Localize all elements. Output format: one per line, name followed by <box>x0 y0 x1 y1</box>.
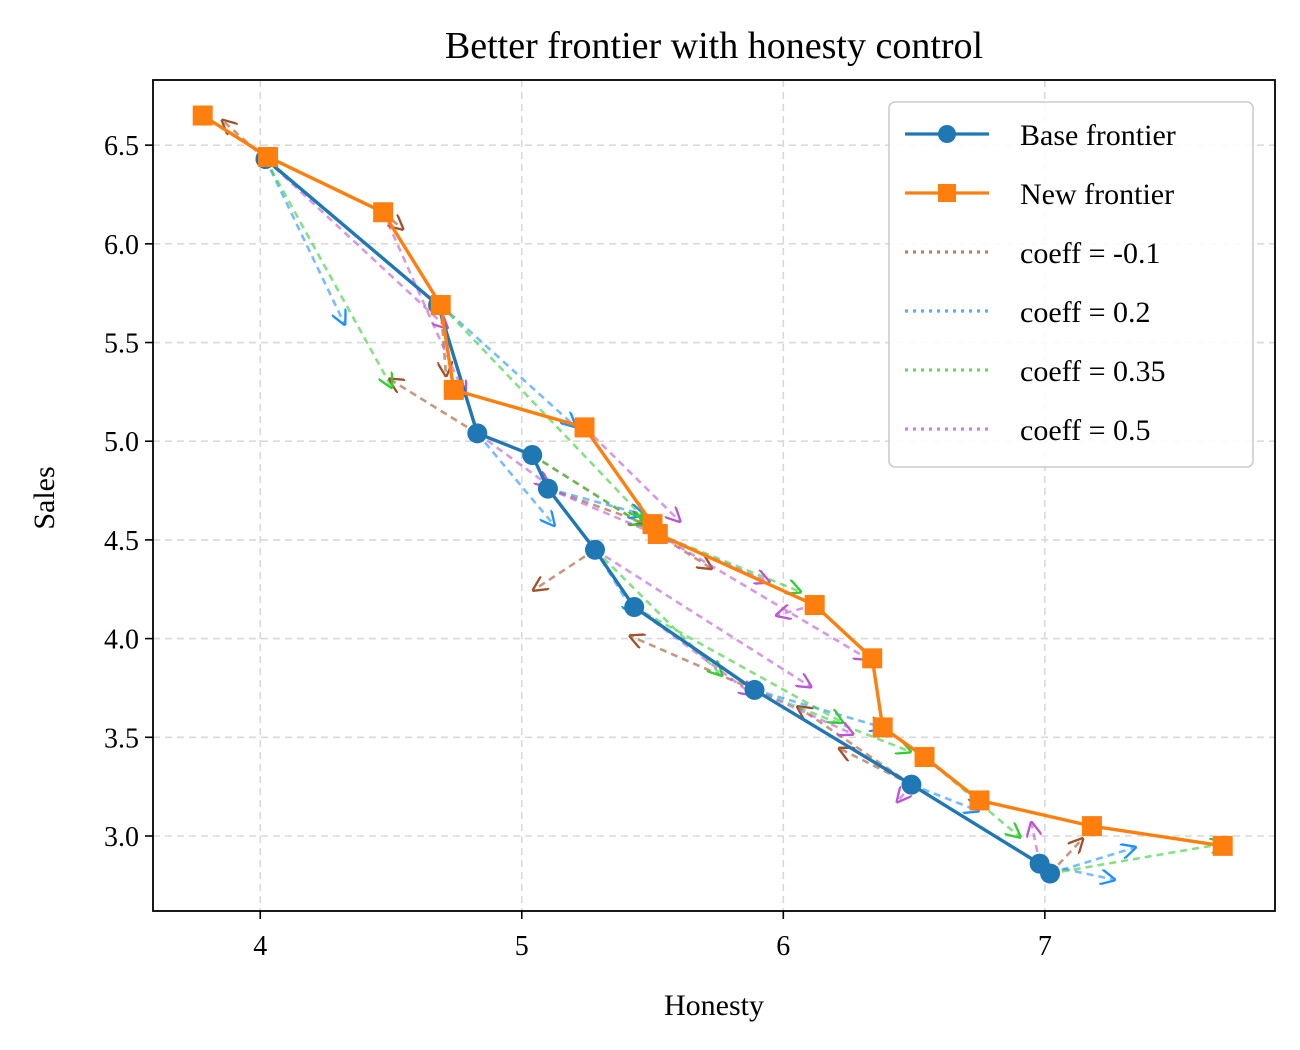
y-tick-label: 3.5 <box>104 723 139 754</box>
data-point <box>1081 816 1102 837</box>
coeff-arrow-segment <box>594 548 809 686</box>
data-point <box>1040 863 1061 884</box>
coeff-arrow-segment <box>583 426 679 520</box>
legend-item-coeff-0-5: coeff = 0.5 <box>905 414 1151 447</box>
y-axis-label: Sales <box>28 466 61 529</box>
legend-frame <box>888 101 1254 468</box>
y-tick-label: 4.5 <box>104 526 139 557</box>
legend-label-coeff-0-5: coeff = 0.5 <box>1020 414 1151 447</box>
data-point <box>744 679 765 700</box>
legend-item-coeff-0-35: coeff = 0.35 <box>905 355 1166 388</box>
legend: Base frontier New frontier coeff = -0.1 … <box>888 101 1254 468</box>
data-point <box>1212 835 1233 856</box>
coeff-arrow-segment <box>799 708 913 786</box>
coeff-arrow-segment <box>1049 844 1223 875</box>
coeff-arrow-segment <box>547 487 642 515</box>
data-point <box>624 597 645 618</box>
data-point <box>969 790 990 811</box>
series-coeff-0-35 <box>264 158 1223 875</box>
coeff-arrow-segment <box>476 432 548 484</box>
coeff-arrow-segment <box>657 532 867 658</box>
coeff-arrow-segment <box>531 453 642 524</box>
data-point <box>647 523 668 544</box>
legend-label-coeff-0-2: coeff = 0.2 <box>1020 296 1151 329</box>
coeff-arrow-segment <box>381 211 464 394</box>
legend-marker-square <box>938 184 956 202</box>
data-point <box>872 717 893 738</box>
coeff-arrow-segment <box>439 304 574 425</box>
legend-label-coeff-minus-0-1: coeff = -0.1 <box>1020 237 1160 270</box>
x-tick-label: 7 <box>1038 931 1052 962</box>
series-base-frontier <box>255 148 1061 884</box>
coeff-series-layer <box>224 121 1223 879</box>
x-tick-label: 5 <box>515 931 529 962</box>
coeff-arrow-segment <box>264 158 391 386</box>
y-tick-label: 5.0 <box>104 427 139 458</box>
grid <box>153 80 1275 911</box>
legend-item-new-frontier: New frontier <box>905 178 1174 211</box>
series-new-frontier <box>192 105 1233 856</box>
axis-ticks: 4 5 6 7 3.0 3.5 4.0 4.5 5.0 5.5 6.0 6.5 <box>104 131 1052 962</box>
legend-item-coeff-0-2: coeff = 0.2 <box>905 296 1151 329</box>
data-point <box>443 379 464 400</box>
coeff-arrow-segment <box>633 605 841 721</box>
data-point <box>804 595 825 616</box>
data-point <box>901 774 922 795</box>
frontier-series-layer <box>192 105 1233 884</box>
legend-item-coeff-minus-0-1: coeff = -0.1 <box>905 237 1160 270</box>
chart-title: Better frontier with honesty control <box>445 25 983 67</box>
data-point <box>430 295 451 316</box>
data-point <box>192 105 213 126</box>
coeff-arrow-segment <box>391 380 478 435</box>
plot-border <box>152 79 1276 912</box>
coeff-arrow-segment <box>754 688 852 733</box>
data-point <box>522 445 543 466</box>
coeff-arrow-segment <box>439 304 642 516</box>
x-tick-label: 6 <box>776 931 790 962</box>
data-point <box>914 747 935 768</box>
coeff-arrow-segment <box>264 158 343 323</box>
x-tick-label: 4 <box>253 931 267 962</box>
coeff-arrow-segment <box>1049 840 1081 875</box>
data-point <box>467 423 488 444</box>
coeff-arrow-segment <box>632 637 756 692</box>
x-axis-label: Honesty <box>664 989 764 1022</box>
data-point <box>574 417 595 438</box>
legend-label-new-frontier: New frontier <box>1020 178 1174 211</box>
y-tick-label: 6.5 <box>104 131 139 162</box>
data-point <box>585 539 605 560</box>
y-tick-label: 5.5 <box>104 329 139 360</box>
legend-label-coeff-0-35: coeff = 0.35 <box>1020 355 1166 388</box>
legend-marker-circle <box>938 125 956 143</box>
data-point <box>862 648 883 669</box>
y-tick-label: 4.0 <box>104 625 139 656</box>
data-point <box>537 478 558 499</box>
legend-item-base-frontier: Base frontier <box>905 119 1176 152</box>
data-point <box>258 146 279 167</box>
y-tick-label: 6.0 <box>104 230 139 261</box>
data-point <box>373 202 394 223</box>
y-tick-label: 3.0 <box>104 822 139 853</box>
coeff-arrow-segment <box>476 432 553 524</box>
legend-label-base-frontier: Base frontier <box>1020 119 1176 152</box>
coeff-arrow-segment <box>264 158 445 327</box>
